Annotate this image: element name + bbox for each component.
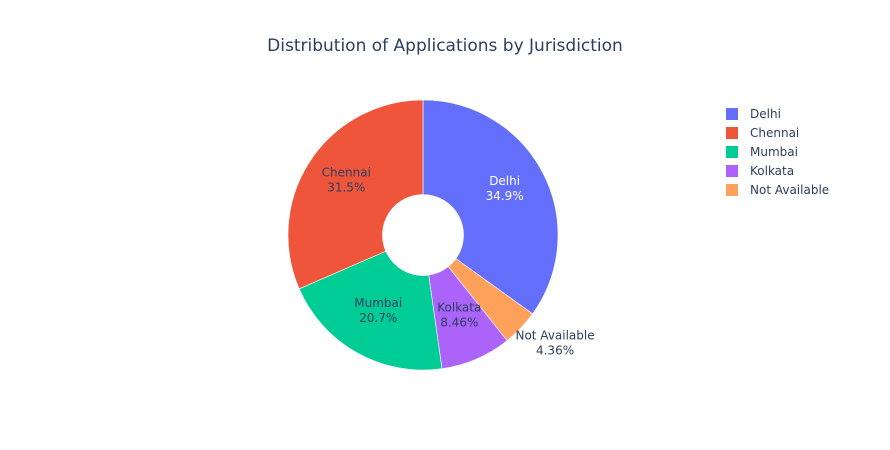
legend-swatch <box>726 108 738 120</box>
slice-name: Kolkata <box>437 300 481 314</box>
slice-label-chennai: Chennai 31.5% <box>322 166 371 195</box>
slice-mumbai <box>298 250 443 371</box>
legend-item-delhi[interactable]: Delhi <box>726 107 781 121</box>
slice-percent: 20.7% <box>359 311 397 325</box>
slice-percent: 4.36% <box>536 343 574 357</box>
slice-chennai <box>287 99 424 290</box>
slice-percent: 31.5% <box>327 181 365 195</box>
slice-name: Mumbai <box>354 296 402 310</box>
slice-percent: 8.46% <box>440 315 478 329</box>
slice-percent: 34.9% <box>486 189 524 203</box>
legend-label: Mumbai <box>750 145 798 159</box>
legend-label: Kolkata <box>750 164 794 178</box>
slice-label-delhi: Delhi 34.9% <box>486 174 524 203</box>
legend-item-not-available[interactable]: Not Available <box>726 183 829 197</box>
legend-item-chennai[interactable]: Chennai <box>726 126 799 140</box>
legend-swatch <box>726 184 738 196</box>
slice-labels: Delhi 34.9% Not Available 4.36% Kolkata 8.46%… <box>322 166 595 358</box>
legend-swatch <box>726 146 738 158</box>
legend-item-kolkata[interactable]: Kolkata <box>726 164 794 178</box>
slice-delhi <box>422 99 559 315</box>
slice-name: Chennai <box>322 166 371 180</box>
legend-swatch <box>726 127 738 139</box>
donut-slices <box>287 99 559 371</box>
legend: Delhi Chennai Mumbai Kolkata Not Available <box>726 107 829 197</box>
legend-swatch <box>726 165 738 177</box>
slice-name: Delhi <box>489 174 520 188</box>
legend-label: Delhi <box>750 107 781 121</box>
chart-title: Distribution of Applications by Jurisdic… <box>267 36 623 56</box>
slice-label-mumbai: Mumbai 20.7% <box>354 296 402 325</box>
legend-item-mumbai[interactable]: Mumbai <box>726 145 798 159</box>
slice-label-kolkata: Kolkata 8.46% <box>437 300 481 329</box>
slice-name: Not Available <box>515 328 594 342</box>
legend-label: Chennai <box>750 126 799 140</box>
slice-label-not-available: Not Available 4.36% <box>515 328 594 357</box>
legend-label: Not Available <box>750 183 829 197</box>
